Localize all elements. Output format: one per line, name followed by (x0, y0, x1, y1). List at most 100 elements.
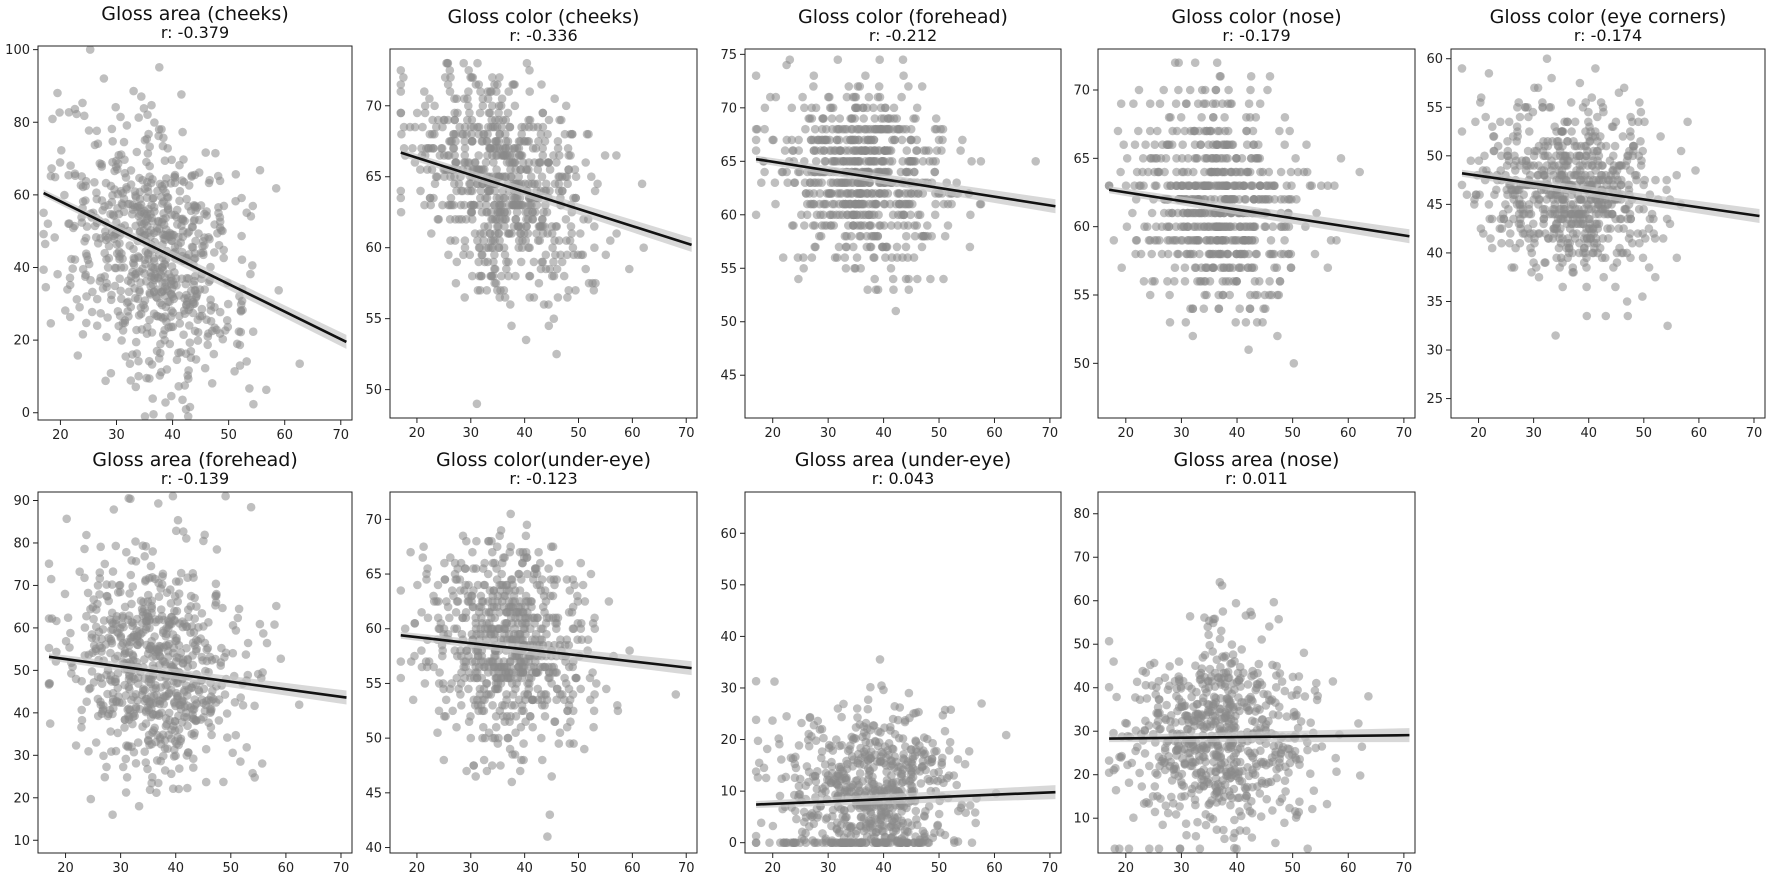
data-point (478, 706, 487, 716)
data-point (801, 124, 810, 134)
data-point (450, 115, 459, 125)
data-point (144, 590, 153, 600)
data-point (460, 586, 469, 595)
data-point (485, 229, 495, 238)
data-point (192, 602, 201, 611)
data-point (152, 730, 162, 740)
data-point (1218, 222, 1227, 231)
data-point (492, 165, 501, 174)
data-point (62, 514, 71, 524)
data-point (808, 221, 818, 230)
data-point (1457, 64, 1467, 73)
data-point (1157, 249, 1167, 259)
data-point (901, 274, 911, 284)
data-point (510, 101, 520, 111)
data-point (1244, 345, 1253, 355)
data-point (1563, 137, 1572, 146)
data-point (233, 613, 243, 623)
data-point (72, 295, 82, 304)
x-tick-label: 30 (108, 428, 125, 443)
data-point (197, 304, 207, 314)
data-point (1497, 224, 1507, 233)
data-point (494, 229, 504, 238)
data-point (1548, 234, 1558, 243)
data-point (454, 215, 464, 224)
data-point (966, 210, 975, 220)
data-point (1672, 170, 1681, 180)
data-point (1145, 99, 1155, 108)
data-point (448, 706, 458, 716)
data-point (581, 158, 590, 167)
data-point (625, 264, 634, 274)
data-point (1626, 214, 1635, 224)
data-point (475, 108, 485, 118)
data-point (538, 229, 548, 238)
data-point (1583, 146, 1592, 156)
data-point (157, 181, 167, 191)
data-point (259, 629, 268, 638)
data-point (135, 173, 144, 183)
data-point (482, 286, 492, 295)
data-point (1457, 180, 1467, 190)
data-point (464, 717, 474, 726)
data-point (860, 124, 869, 134)
data-point (535, 580, 544, 590)
data-point (1170, 58, 1180, 67)
y-tick-label: 75 (720, 48, 737, 63)
data-point (1242, 126, 1251, 136)
data-point (1200, 222, 1209, 231)
data-point (457, 129, 467, 139)
data-point (489, 200, 499, 210)
panel-title: Gloss color(under-eye) (436, 449, 651, 471)
data-point (514, 137, 524, 146)
data-point (1486, 234, 1495, 243)
data-point (113, 159, 123, 168)
data-point (510, 144, 520, 153)
data-point (541, 179, 551, 189)
data-point (797, 210, 806, 220)
data-point (906, 210, 915, 220)
data-point (472, 399, 482, 409)
data-point (220, 690, 230, 699)
data-point (493, 80, 502, 89)
data-point (238, 305, 247, 315)
data-point (138, 607, 147, 617)
data-point (584, 278, 594, 288)
data-point (812, 210, 822, 220)
data-point (879, 221, 889, 230)
data-point (577, 635, 587, 644)
data-point (548, 243, 557, 252)
data-point (909, 253, 919, 262)
data-point (1593, 224, 1602, 233)
data-point (193, 336, 203, 345)
data-point (505, 122, 515, 132)
data-point (104, 253, 114, 263)
data-point (1656, 132, 1665, 141)
data-point (533, 236, 543, 245)
data-point (87, 630, 97, 639)
data-point (856, 264, 865, 273)
data-point (82, 530, 91, 540)
data-point (910, 167, 919, 177)
data-point (537, 733, 546, 743)
data-point (834, 199, 844, 209)
data-point (809, 146, 819, 155)
data-point (534, 278, 544, 288)
data-point (440, 575, 450, 584)
data-point (897, 92, 906, 102)
data-point (119, 137, 129, 147)
data-point (439, 115, 449, 125)
data-point (1243, 167, 1252, 177)
data-point (1204, 140, 1213, 149)
data-point (467, 137, 477, 146)
data-point (1200, 85, 1210, 95)
data-point (503, 733, 513, 743)
data-point (178, 127, 187, 137)
data-point (562, 236, 571, 245)
data-point (1138, 154, 1148, 163)
data-point (116, 112, 125, 122)
data-point (1570, 117, 1580, 127)
data-point (476, 87, 485, 96)
data-point (408, 144, 417, 153)
data-point (488, 701, 497, 710)
